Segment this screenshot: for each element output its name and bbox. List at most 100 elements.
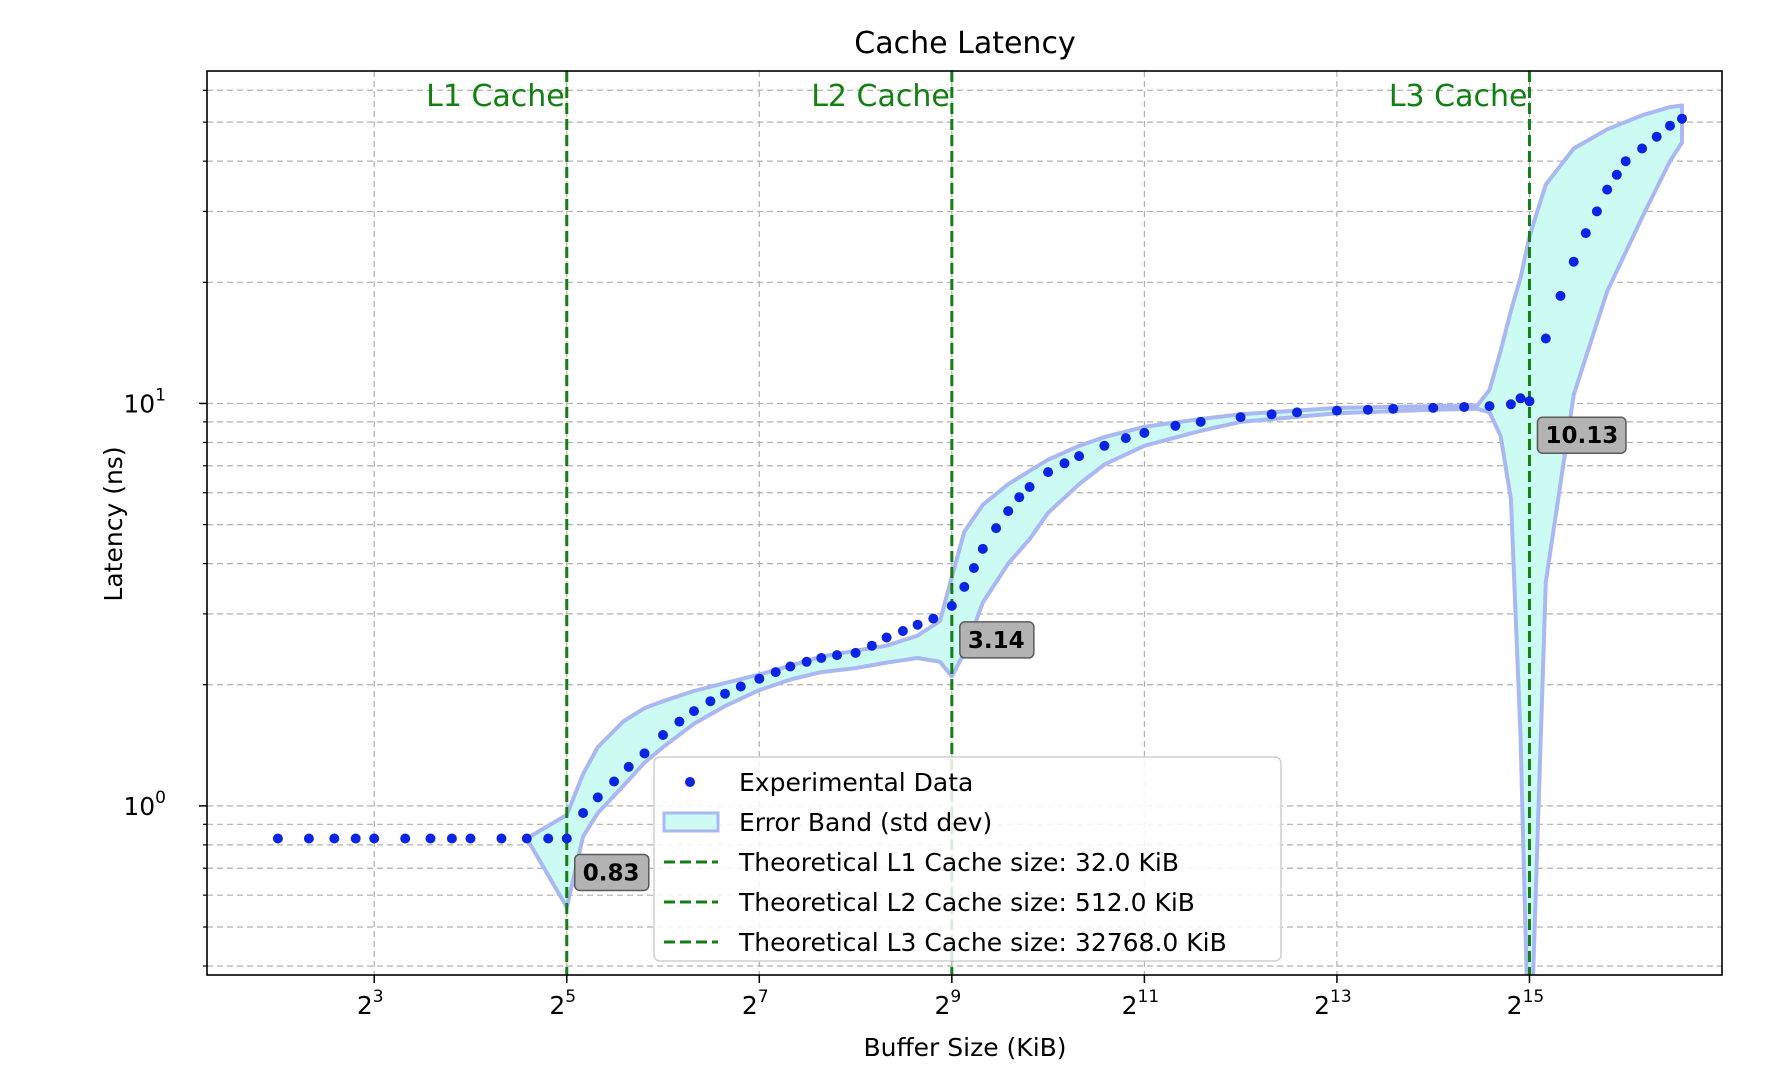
data-point [561, 833, 572, 844]
data-point [1059, 458, 1070, 469]
data-point [1591, 206, 1602, 217]
data-point [1620, 156, 1631, 167]
value-annotations: 0.83 3.14 10.13 [574, 416, 1627, 892]
error-band [524, 103, 1684, 975]
data-point [1266, 409, 1277, 420]
data-point [639, 748, 650, 759]
cache-label: L3 Cache [1389, 79, 1528, 114]
data-point [1540, 333, 1551, 344]
data-point [1362, 404, 1373, 415]
annotation-label: 0.83 [583, 860, 640, 886]
data-point [785, 661, 796, 672]
axes-frame [206, 70, 1723, 976]
annotation-box [1536, 416, 1627, 454]
data-point [689, 706, 699, 717]
plot-area: L1 Cache L2 Cache L3 Cache 0.83 3.14 10.13 [206, 70, 1723, 976]
data-point [1014, 492, 1025, 503]
legend-point-swatch [685, 777, 695, 787]
annotation-label: 10.13 [1545, 423, 1618, 449]
data-point [609, 776, 620, 787]
data-point [1611, 169, 1622, 180]
legend-band-swatch [662, 811, 720, 833]
x-tick-label: 215 [1507, 987, 1545, 1020]
data-point [897, 626, 908, 636]
x-tick-label: 211 [1122, 987, 1160, 1020]
annotation-box [574, 853, 650, 892]
y-axis-ticks: 100 101 [123, 89, 207, 967]
y-tick-label: 101 [123, 385, 166, 418]
data-point [1637, 143, 1648, 154]
legend-label: Theoretical L3 Cache size: 32768.0 KiB [738, 928, 1227, 957]
data-point [1459, 402, 1470, 412]
legend-label: Error Band (std dev) [739, 808, 992, 837]
data-point [735, 681, 746, 692]
data-point [1524, 396, 1535, 407]
cache-label: L2 Cache [811, 79, 950, 114]
data-point [1195, 416, 1206, 427]
data-point [1580, 228, 1591, 239]
data-point [1484, 401, 1495, 412]
data-point [369, 833, 380, 844]
data-point [1003, 506, 1014, 517]
data-point [303, 833, 314, 844]
data-point [850, 647, 861, 658]
data-point [1602, 184, 1613, 195]
data-point [720, 688, 730, 699]
data-point [521, 833, 532, 844]
data-point [1428, 402, 1439, 413]
data-point [1555, 290, 1566, 301]
data-point [991, 523, 1002, 534]
data-point [496, 833, 507, 844]
data-point [977, 543, 988, 554]
x-tick-label: 213 [1314, 987, 1352, 1020]
data-point [816, 653, 827, 663]
data-point [446, 833, 457, 844]
data-point [912, 619, 923, 630]
data-point [1568, 256, 1579, 267]
data-point [928, 613, 939, 624]
error-band-area [524, 103, 1684, 975]
data-point [1292, 407, 1302, 418]
data-point [623, 761, 634, 772]
data-point [658, 730, 668, 740]
data-point [801, 656, 812, 667]
legend-label: Theoretical L2 Cache size: 512.0 KiB [738, 888, 1195, 917]
experimental-data-points [272, 113, 1687, 844]
data-point [1099, 440, 1110, 451]
legend: Experimental Data Error Band (std dev) The… [653, 756, 1282, 962]
data-point [1505, 399, 1516, 410]
data-point [866, 640, 877, 651]
data-point [1665, 120, 1675, 131]
data-point [1515, 393, 1526, 404]
legend-box [653, 756, 1282, 962]
data-point [543, 833, 554, 844]
data-point [592, 792, 603, 803]
data-point [1024, 482, 1035, 492]
data-point [578, 808, 589, 818]
cache-label: L1 Cache [426, 79, 565, 114]
data-point [425, 833, 436, 844]
data-point [1139, 427, 1150, 438]
annotation-label: 3.14 [968, 628, 1025, 654]
x-axis-ticks: 23 25 27 29 211 213 215 [357, 975, 1544, 1020]
data-point [329, 833, 340, 844]
data-point [754, 673, 765, 684]
data-point [1043, 467, 1054, 478]
data-point [1120, 433, 1131, 444]
grid-lines [207, 71, 1722, 975]
data-point [1651, 131, 1662, 142]
chart-title: Cache Latency [854, 26, 1075, 61]
data-point [1235, 412, 1246, 423]
y-tick-label: 100 [123, 788, 166, 821]
data-point [465, 833, 476, 844]
legend-label: Experimental Data [739, 768, 973, 797]
x-tick-label: 25 [549, 987, 576, 1020]
x-axis-label: Buffer Size (KiB) [863, 1033, 1066, 1062]
legend-label: Theoretical L1 Cache size: 32.0 KiB [738, 848, 1179, 877]
data-point [968, 563, 979, 573]
data-point [674, 716, 685, 727]
data-point [705, 696, 716, 707]
data-point [272, 833, 283, 844]
data-point [959, 581, 970, 592]
y-axis-label: Latency (ns) [99, 446, 128, 601]
